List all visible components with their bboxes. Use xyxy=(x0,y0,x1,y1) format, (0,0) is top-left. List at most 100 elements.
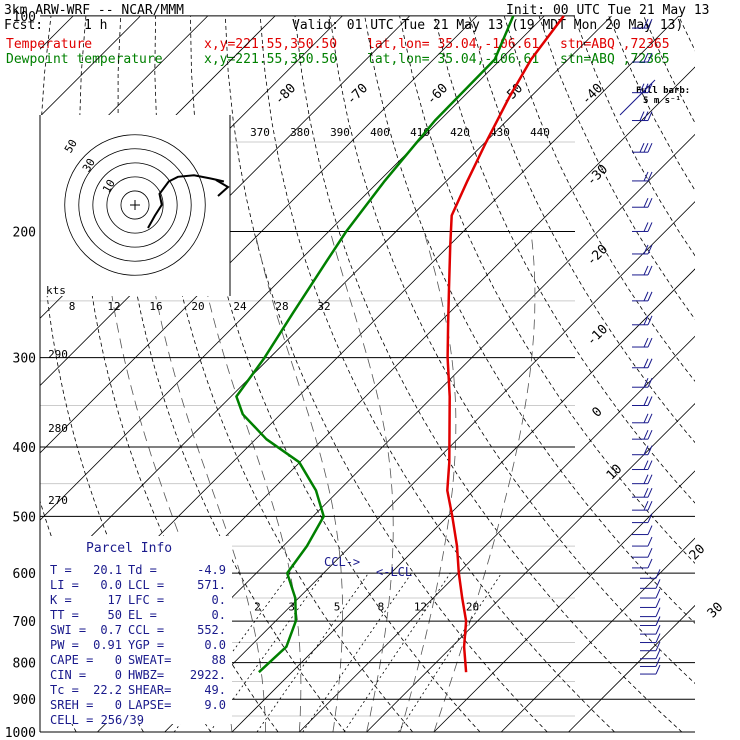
parcel-info-cell: K = xyxy=(50,593,72,607)
barb-flag xyxy=(647,429,653,440)
barb-flag xyxy=(655,657,661,667)
mixing-ratio-label: 12 xyxy=(414,601,427,614)
parcel-info-cell: 0. xyxy=(212,593,226,607)
wind-barb xyxy=(632,413,653,424)
barb-flag xyxy=(643,171,649,182)
pressure-label: 800 xyxy=(13,657,36,672)
barb-flag xyxy=(647,142,653,153)
dewpoint-station: stn=ABQ ,72365 xyxy=(560,52,670,67)
parcel-info-cell: 0. xyxy=(212,608,226,622)
parcel-info-cell: 0 xyxy=(115,698,122,712)
isotherm-label: -70 xyxy=(344,81,371,108)
parcel-info-cell: Tc = xyxy=(50,683,79,697)
barb-flag xyxy=(643,18,649,29)
parcel-info-cell: 571. xyxy=(197,578,226,592)
parcel-info-cell: 50 xyxy=(108,608,122,622)
hodo-speed-tick: 20 xyxy=(191,300,204,313)
barb-flag xyxy=(643,265,649,276)
barb-flag xyxy=(643,413,649,423)
dry-adiabat xyxy=(434,15,695,504)
parcel-info-cell: 9.0 xyxy=(204,698,226,712)
mixing-ratio-line xyxy=(343,572,451,732)
theta-label: 420 xyxy=(450,126,470,139)
wind-barb xyxy=(632,525,653,536)
barb-flag xyxy=(643,474,649,484)
barb-flag xyxy=(647,547,653,558)
theta-label: 390 xyxy=(330,126,350,139)
theta-label: 440 xyxy=(530,126,550,139)
mixing-ratio-label: 5 xyxy=(334,601,341,614)
barb-flag xyxy=(647,315,653,326)
wind-barb xyxy=(632,460,653,471)
wind-barb xyxy=(632,487,653,498)
hodo-ring-label: 30 xyxy=(80,156,98,174)
barb-flag xyxy=(643,198,649,208)
wind-barb xyxy=(640,633,661,644)
barb-flag xyxy=(647,413,653,423)
wind-barb xyxy=(640,664,661,675)
hodo-ring xyxy=(120,190,150,220)
parcel-info-title: Parcel Info xyxy=(86,541,172,556)
pressure-label: 700 xyxy=(13,615,36,630)
parcel-info-background xyxy=(40,536,232,724)
dry-adiabat xyxy=(259,15,615,732)
wind-barb xyxy=(632,513,653,524)
theta-label: 380 xyxy=(290,126,310,139)
hodo-speed-tick: 28 xyxy=(275,300,288,313)
parcel-info-cell: TT = xyxy=(50,608,79,622)
isotherm-label: 0 xyxy=(589,404,605,420)
wind-barb xyxy=(640,624,661,635)
barb-flag xyxy=(655,598,661,608)
dry-adiabat xyxy=(643,15,695,124)
mixing-ratio-label: 2 xyxy=(254,601,261,614)
dry-adiabat xyxy=(224,15,548,732)
parcel-info-cell: 88 xyxy=(212,653,226,667)
parcel-info-cell: SWI = xyxy=(50,623,86,637)
dry-adiabat xyxy=(0,16,9,732)
parcel-info-cell: SREH = xyxy=(50,698,93,712)
wind-barb xyxy=(632,315,653,326)
hodo-ring-label: 50 xyxy=(62,137,80,155)
parcel-info-cell: LAPSE= xyxy=(128,698,171,712)
barb-flag xyxy=(647,244,653,255)
dry-adiabat xyxy=(154,15,414,732)
wind-barb xyxy=(632,445,653,456)
isotherm xyxy=(40,15,410,387)
barb-flag xyxy=(655,616,661,626)
barb-flag xyxy=(643,396,649,406)
isotherm xyxy=(568,604,695,732)
isotherm xyxy=(299,335,695,732)
parcel-info-cell: EL = xyxy=(128,608,157,622)
isotherm xyxy=(40,15,478,454)
hodo-ring xyxy=(92,162,178,248)
mixing-ratio-label: 3 xyxy=(288,601,295,614)
mixing-ratio-line xyxy=(302,572,412,732)
barb-flag xyxy=(647,525,653,535)
wind-barb xyxy=(632,198,653,208)
barb-flag xyxy=(639,83,645,93)
parcel-info-cell: -4.9 xyxy=(197,563,226,577)
theta-label: 430 xyxy=(490,126,510,139)
isotherm xyxy=(231,268,695,732)
fcst-label: Fcst: xyxy=(4,18,43,33)
hodo-trace xyxy=(147,174,225,229)
parcel-info-cell: SHEAR= xyxy=(128,683,171,697)
isotherm xyxy=(164,201,695,732)
dry-adiabat xyxy=(503,15,695,382)
dry-adiabat xyxy=(399,15,695,564)
fcst-value: 1 h xyxy=(84,18,107,33)
barb-flag xyxy=(647,474,653,484)
dry-adiabat xyxy=(538,15,695,320)
wind-barb xyxy=(640,616,661,626)
moist-adiabat xyxy=(329,231,394,732)
barb-flag xyxy=(647,445,653,455)
pressure-label: 200 xyxy=(13,225,36,240)
wind-barb xyxy=(632,142,653,153)
parcel-info-cell: YGP = xyxy=(128,638,164,652)
mixing-ratio-label: 20 xyxy=(466,601,479,614)
mixing-ratio-label: 8 xyxy=(378,601,385,614)
barb-flag xyxy=(647,558,653,569)
barb-flag xyxy=(643,460,649,470)
theta-label-left: 280 xyxy=(48,422,68,435)
hodo-arrow xyxy=(215,179,230,197)
